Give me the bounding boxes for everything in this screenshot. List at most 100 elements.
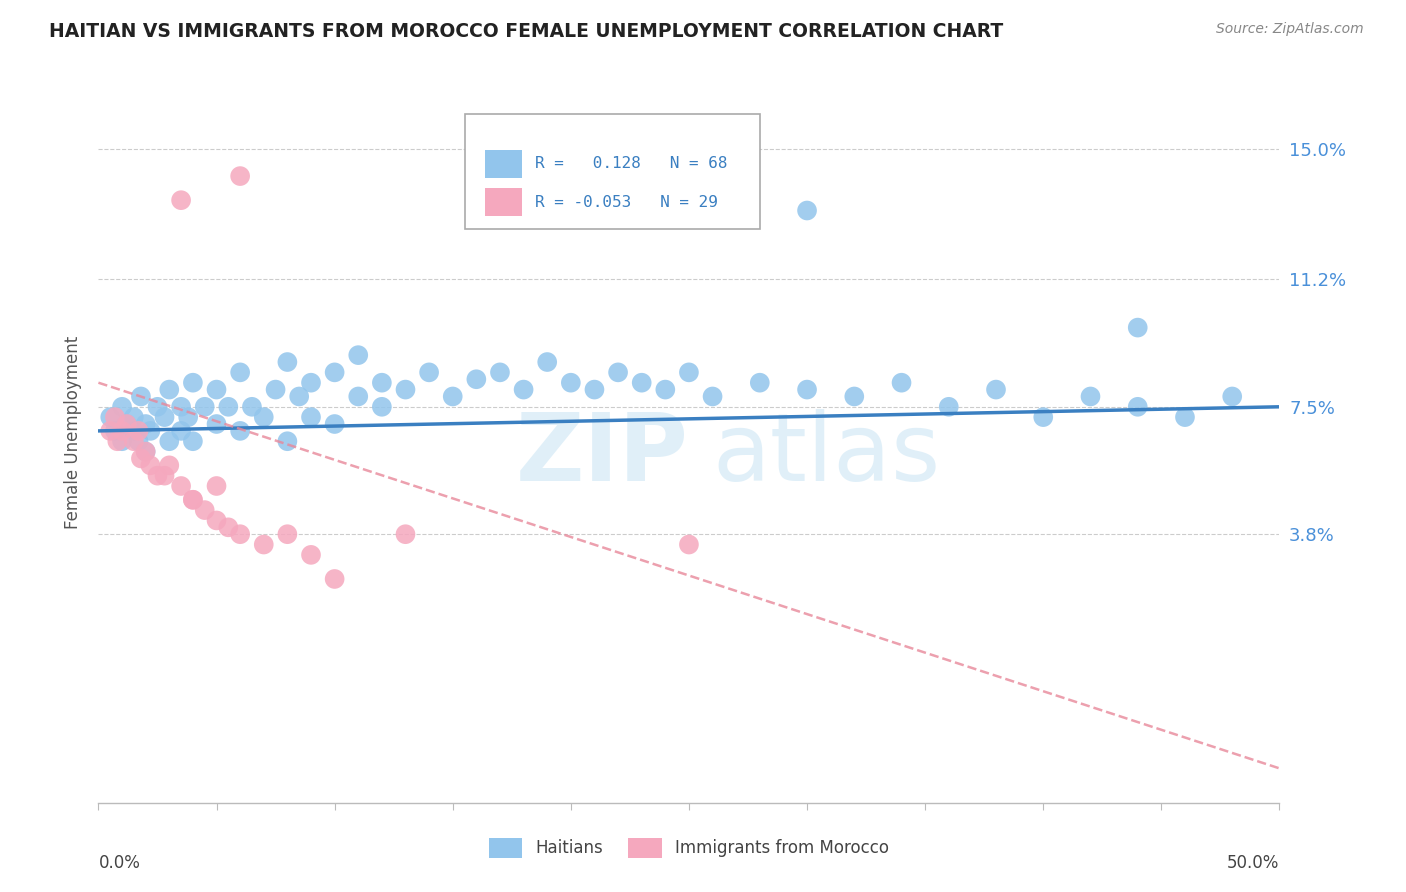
Point <box>229 424 252 438</box>
Point <box>1032 410 1054 425</box>
Point <box>217 400 239 414</box>
Point <box>890 376 912 390</box>
Point <box>111 400 134 414</box>
Point <box>276 355 298 369</box>
Point <box>115 417 138 431</box>
Legend: Haitians, Immigrants from Morocco: Haitians, Immigrants from Morocco <box>482 831 896 865</box>
Point <box>512 383 534 397</box>
Point <box>122 424 145 438</box>
Point <box>229 169 252 183</box>
Point <box>122 434 145 449</box>
Point <box>205 513 228 527</box>
Point <box>536 355 558 369</box>
Point <box>299 548 322 562</box>
Point <box>371 376 394 390</box>
Point <box>170 479 193 493</box>
Bar <box>485 188 523 217</box>
Point <box>115 417 138 431</box>
Point <box>654 383 676 397</box>
Point <box>394 383 416 397</box>
Point <box>146 400 169 414</box>
Point <box>844 389 866 403</box>
Point <box>678 365 700 379</box>
Text: R = -0.053   N = 29: R = -0.053 N = 29 <box>536 194 718 210</box>
Point <box>938 400 960 414</box>
Text: HAITIAN VS IMMIGRANTS FROM MOROCCO FEMALE UNEMPLOYMENT CORRELATION CHART: HAITIAN VS IMMIGRANTS FROM MOROCCO FEMAL… <box>49 22 1004 41</box>
Point <box>264 383 287 397</box>
Point <box>418 365 440 379</box>
Point <box>276 434 298 449</box>
Point <box>489 365 512 379</box>
Point <box>465 372 488 386</box>
Point <box>181 492 204 507</box>
Point <box>146 468 169 483</box>
Point <box>170 424 193 438</box>
Point <box>135 417 157 431</box>
Point <box>205 479 228 493</box>
Point <box>323 417 346 431</box>
Point <box>135 444 157 458</box>
Point <box>98 424 121 438</box>
Text: atlas: atlas <box>713 409 941 500</box>
Point <box>129 451 152 466</box>
Point <box>170 193 193 207</box>
Point <box>240 400 263 414</box>
Point <box>157 434 180 449</box>
Text: 0.0%: 0.0% <box>98 855 141 872</box>
Y-axis label: Female Unemployment: Female Unemployment <box>63 336 82 529</box>
Point <box>104 410 127 425</box>
Point <box>177 410 200 425</box>
Point <box>98 410 121 425</box>
Point <box>796 203 818 218</box>
Point <box>394 527 416 541</box>
Point <box>139 458 162 473</box>
Point <box>194 503 217 517</box>
Point <box>678 537 700 551</box>
Point <box>299 376 322 390</box>
Point <box>276 527 298 541</box>
Point <box>583 383 606 397</box>
Point <box>748 376 770 390</box>
Point <box>157 458 180 473</box>
Point <box>299 410 322 425</box>
Point <box>194 400 217 414</box>
Point <box>135 444 157 458</box>
Text: ZIP: ZIP <box>516 409 689 500</box>
Point <box>104 424 127 438</box>
Point <box>347 348 370 362</box>
Point <box>153 410 176 425</box>
Point <box>441 389 464 403</box>
Point <box>1126 320 1149 334</box>
Point <box>128 424 150 438</box>
Point <box>111 434 134 449</box>
Point <box>205 383 228 397</box>
Point <box>630 376 652 390</box>
Point <box>157 383 180 397</box>
Point <box>1126 400 1149 414</box>
Point <box>129 389 152 403</box>
Point <box>105 434 128 449</box>
Point <box>128 434 150 449</box>
Point <box>371 400 394 414</box>
Point <box>984 383 1007 397</box>
Point <box>323 572 346 586</box>
Text: Source: ZipAtlas.com: Source: ZipAtlas.com <box>1216 22 1364 37</box>
Point <box>347 389 370 403</box>
Point <box>288 389 311 403</box>
Point <box>702 389 724 403</box>
FancyBboxPatch shape <box>464 114 759 229</box>
Point <box>229 527 252 541</box>
Point <box>122 410 145 425</box>
Point <box>560 376 582 390</box>
Point <box>170 400 193 414</box>
Point <box>607 365 630 379</box>
Text: R =   0.128   N = 68: R = 0.128 N = 68 <box>536 156 728 171</box>
Point <box>1080 389 1102 403</box>
Point <box>229 365 252 379</box>
Point <box>181 434 204 449</box>
Bar <box>485 150 523 178</box>
Point <box>253 537 276 551</box>
Point <box>111 424 134 438</box>
Point <box>153 468 176 483</box>
Point <box>217 520 239 534</box>
